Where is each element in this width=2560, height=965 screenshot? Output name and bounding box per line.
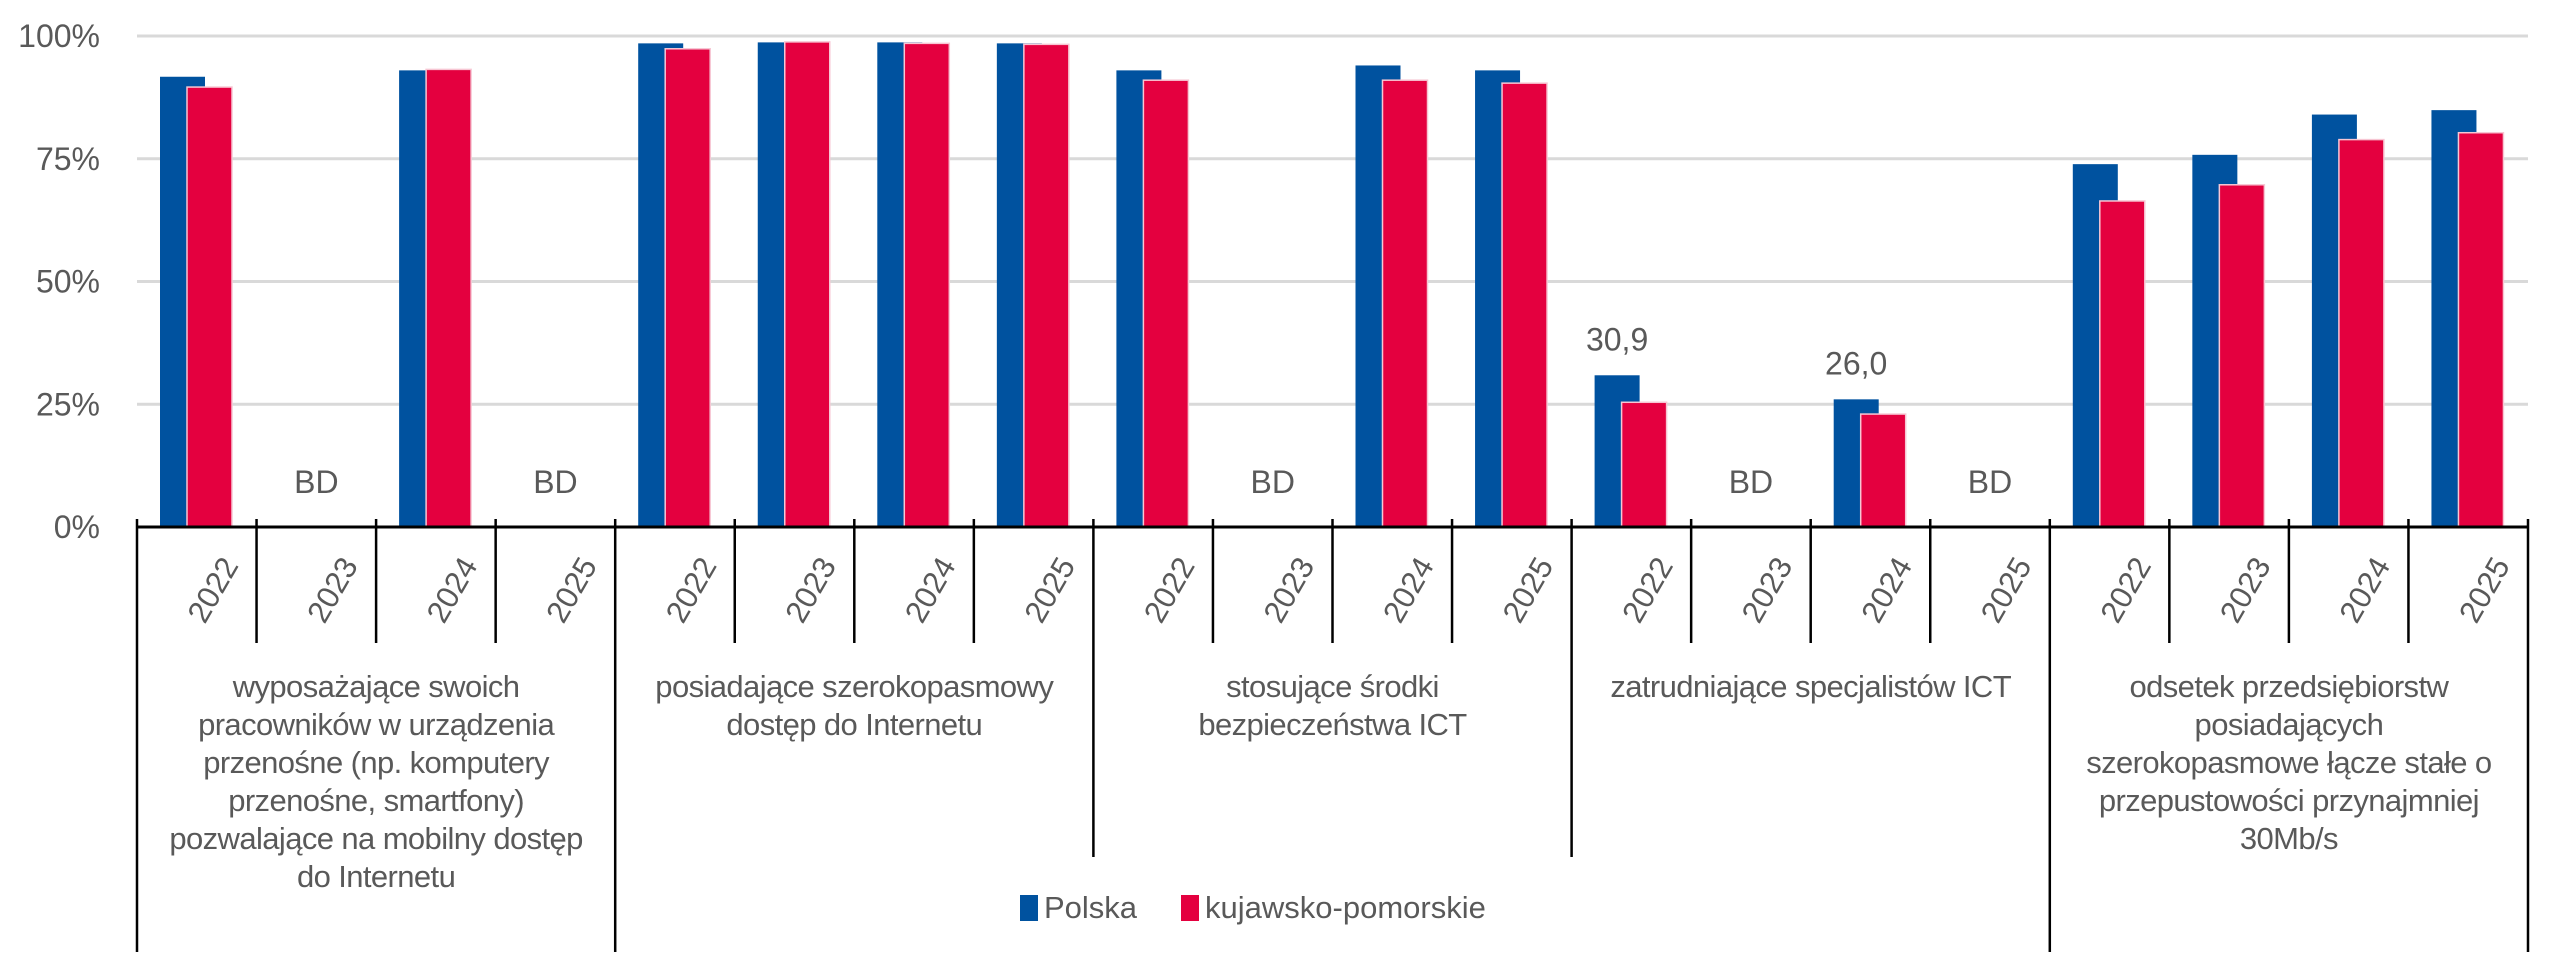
legend-item-polska: Polska	[1020, 890, 1137, 926]
x-tick-label: 2022	[1137, 551, 1202, 628]
y-tick-label: 50%	[36, 264, 100, 300]
x-tick-label: 2024	[420, 551, 485, 628]
x-tick-label: 2024	[1376, 551, 1441, 628]
bar-kujawsko-pomorskie	[1859, 413, 1907, 528]
x-tick-label: 2022	[1615, 551, 1680, 628]
group-label-line: 30Mb/s	[2239, 821, 2339, 856]
bar-kujawsko-pomorskie	[903, 42, 951, 528]
missing-data-label: BD	[1729, 464, 1773, 500]
group-label-line: przenośne (np. komputery	[203, 745, 549, 780]
group-label-line: odsetek przedsiębiorstw	[2129, 669, 2449, 704]
bar-kujawsko-pomorskie	[1381, 79, 1429, 528]
group-label-line: szerokopasmowe łącze stałe o	[2086, 745, 2492, 780]
missing-data-label: BD	[294, 464, 338, 500]
data-label: 30,9	[1586, 321, 1648, 357]
x-tick-label: 2023	[2213, 551, 2278, 628]
x-tick-label: 2022	[181, 551, 246, 628]
x-tick-label: 2024	[2332, 551, 2397, 628]
x-tick-label: 2024	[1854, 551, 1919, 628]
legend-label: Polska	[1044, 890, 1138, 925]
x-tick-label: 2022	[659, 551, 724, 628]
x-tick-label: 2025	[539, 551, 604, 628]
legend-item-kujawsko-pomorskie: kujawsko-pomorskie	[1181, 890, 1486, 926]
bar-kujawsko-pomorskie	[2338, 138, 2385, 528]
x-tick-label: 2025	[1974, 551, 2039, 628]
group-label-line: wyposażające swoich	[232, 669, 520, 704]
legend-swatch-polska	[1020, 895, 1038, 921]
group-label-line: przenośne, smartfony)	[228, 783, 524, 818]
x-tick-label: 2023	[1256, 551, 1321, 628]
group-label-line: przepustowości przynajmniej	[2098, 783, 2480, 818]
group-label-line: posiadające szerokopasmowy	[655, 669, 1054, 704]
bar-kujawsko-pomorskie	[1142, 79, 1190, 528]
bar-kujawsko-pomorskie	[2099, 200, 2146, 528]
x-tick-label: 2023	[778, 551, 843, 628]
y-tick-label: 75%	[36, 141, 100, 177]
bar-kujawsko-pomorskie	[425, 68, 472, 528]
group-label: odsetek przedsiębiorstw posiadających szer…	[2050, 668, 2528, 858]
group-label-line: zatrudniające specjalistów ICT	[1610, 669, 2012, 704]
group-label-line: pracowników w urządzenia	[198, 707, 555, 742]
group-label-line: pozwalające na mobilny dostęp	[169, 821, 583, 856]
bar-kujawsko-pomorskie	[2457, 131, 2505, 528]
x-tick-label: 2023	[300, 551, 365, 628]
group-label-line: bezpieczeństwa ICT	[1198, 707, 1467, 742]
x-tick-label: 2025	[2452, 551, 2517, 628]
bar-kujawsko-pomorskie	[784, 41, 831, 528]
group-label-line: posiadających	[2194, 707, 2384, 742]
missing-data-label: BD	[1250, 464, 1294, 500]
y-tick-label: 100%	[18, 18, 100, 54]
legend-label: kujawsko-pomorskie	[1205, 890, 1486, 925]
group-label-line: stosujące środki	[1226, 669, 1439, 704]
group-label: zatrudniające specjalistów ICT	[1572, 668, 2050, 706]
bar-kujawsko-pomorskie	[1023, 43, 1070, 528]
y-tick-label: 25%	[36, 386, 100, 422]
missing-data-label: BD	[1968, 464, 2012, 500]
x-tick-label: 2022	[2093, 551, 2158, 628]
x-tick-label: 2024	[898, 551, 963, 628]
bar-kujawsko-pomorskie	[2218, 184, 2266, 528]
bar-kujawsko-pomorskie	[1620, 401, 1668, 528]
x-tick-label: 2025	[1017, 551, 1082, 628]
group-label-line: dostęp do Internetu	[726, 707, 983, 742]
bar-kujawsko-pomorskie	[1501, 82, 1548, 528]
group-label: posiadające szerokopasmowy dostęp do Inte…	[615, 668, 1093, 744]
group-label-line: do Internetu	[296, 859, 456, 894]
bar-kujawsko-pomorskie	[186, 86, 233, 528]
missing-data-label: BD	[533, 464, 577, 500]
bar-kujawsko-pomorskie	[664, 48, 711, 528]
y-tick-label: 0%	[54, 509, 100, 545]
group-label: stosujące środki bezpieczeństwa ICT	[1093, 668, 1571, 744]
x-tick-label: 2023	[1735, 551, 1800, 628]
group-label: wyposażające swoich pracowników w urządze…	[137, 668, 615, 896]
data-label: 26,0	[1825, 345, 1887, 381]
legend-swatch-kujawsko-pomorskie	[1181, 895, 1200, 921]
legend: Polska kujawsko-pomorskie	[1020, 890, 1516, 926]
x-tick-label: 2025	[1496, 551, 1561, 628]
